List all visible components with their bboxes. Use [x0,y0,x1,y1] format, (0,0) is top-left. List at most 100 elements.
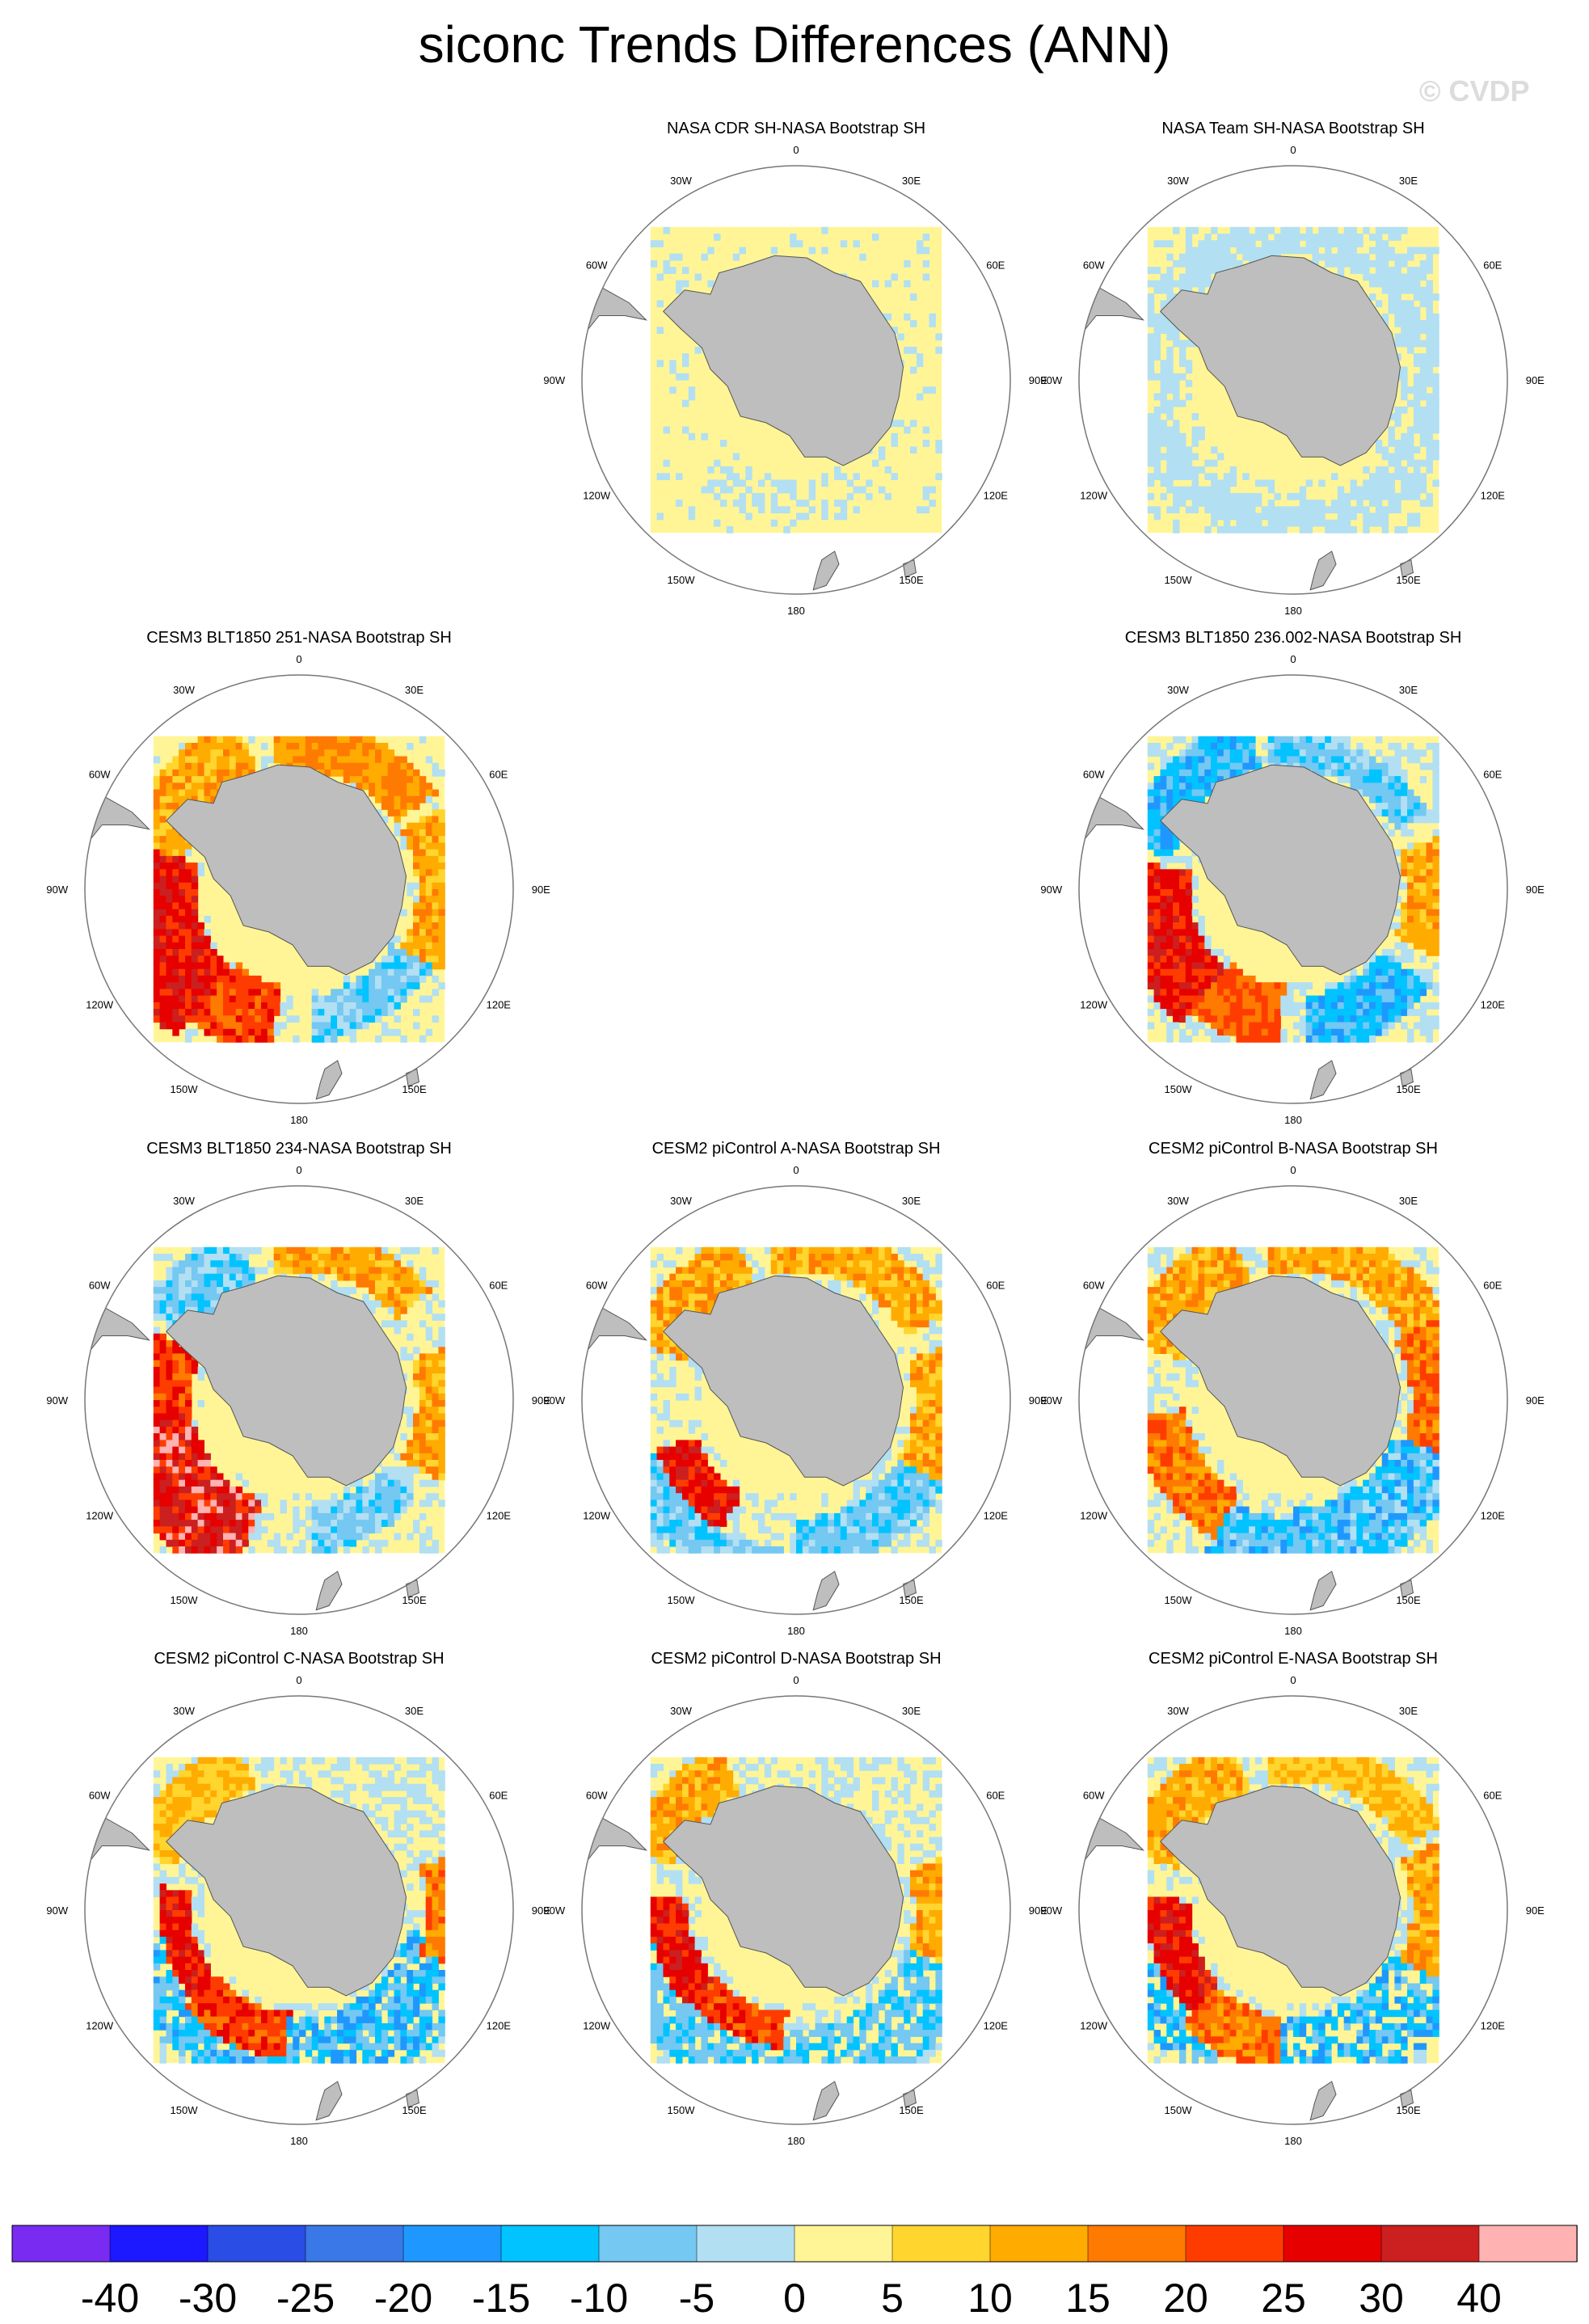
data-cell [185,1512,192,1521]
data-cell [153,836,161,843]
data-cell [229,1246,237,1255]
data-cell [159,902,166,910]
data-cell [1179,929,1186,937]
data-cell [1426,360,1433,368]
data-cell [1217,743,1224,750]
data-cell [1350,247,1357,255]
data-cell [1375,962,1383,970]
data-cell [229,756,237,764]
data-cell [1325,769,1332,777]
data-cell [1312,234,1319,241]
data-cell [1217,776,1224,783]
data-cell [1166,466,1174,474]
data-cell [1401,373,1408,381]
data-cell [381,776,389,783]
data-cell [159,922,166,930]
data-cell [694,1393,702,1401]
data-cell [394,782,401,791]
data-cell [650,1512,658,1521]
data-cell [1274,995,1281,1003]
data-cell [172,855,179,863]
data-cell [663,1440,670,1448]
data-cell [1274,749,1281,757]
data-cell [1432,743,1439,750]
data-cell [1419,340,1427,348]
data-cell [362,982,369,989]
data-cell [387,989,395,997]
data-cell [676,373,683,381]
data-cell [217,776,224,783]
data-cell [1198,432,1205,441]
data-cell [185,762,192,770]
data-cell [1249,1009,1256,1016]
data-cell [1413,849,1421,857]
data-cell [381,1499,389,1508]
data-cell [229,1280,237,1288]
data-cell [356,1254,363,1261]
data-cell [425,1393,433,1401]
data-cell [179,762,186,770]
data-cell [1249,975,1256,983]
data-cell [853,1267,860,1275]
data-cell [694,1539,702,1547]
data-cell [210,1287,217,1294]
longitude-label: 150W [668,574,696,586]
data-cell [432,935,439,943]
data-cell [375,782,382,791]
data-cell [217,995,224,1003]
data-cell [1413,842,1421,850]
data-cell [394,1499,401,1508]
data-cell [840,1506,848,1514]
panel-title: CESM3 BLT1850 236.002-NASA Bootstrap SH [1125,629,1462,647]
data-cell [1173,896,1180,903]
data-cell [267,1002,275,1010]
data-cell [229,1260,237,1267]
data-cell [1299,756,1307,764]
data-cell [1191,267,1199,274]
data-cell [153,863,161,870]
data-cell [669,1506,676,1514]
data-cell [1198,975,1205,983]
data-cell [688,506,696,514]
data-cell [1160,989,1167,997]
data-cell [286,1267,293,1275]
data-cell [1166,432,1174,441]
data-cell [1191,479,1199,487]
data-cell [656,1460,664,1467]
data-cell [235,1473,243,1481]
data-cell [179,1486,186,1494]
data-cell [179,1287,186,1294]
data-cell [413,1287,420,1294]
data-cell [419,1287,427,1294]
data-cell [1204,280,1212,288]
data-cell [381,743,389,750]
data-cell [191,896,199,903]
longitude-label: 180 [787,605,805,617]
data-cell [1407,842,1414,850]
data-cell [217,1246,224,1255]
data-cell [1160,922,1167,930]
data-cell [1369,1028,1376,1036]
data-cell [419,1460,427,1467]
data-cell [1160,280,1167,288]
data-cell [407,935,414,943]
data-cell [1229,1015,1237,1023]
longitude-label: 90E [1029,374,1047,386]
data-cell [1280,247,1288,255]
data-cell [1274,982,1281,989]
data-cell [191,1280,199,1288]
data-cell [185,1499,192,1508]
data-cell [318,1533,325,1541]
data-cell [159,1300,166,1308]
data-cell [714,1493,721,1500]
data-cell [159,1386,166,1394]
data-cell [349,1533,357,1541]
data-cell [1413,1022,1421,1030]
data-cell [770,500,778,507]
data-cell [1432,769,1439,777]
data-cell [1426,882,1433,890]
data-cell [419,875,427,884]
data-cell [834,1260,841,1267]
data-cell [1293,756,1300,764]
data-cell [694,1446,702,1454]
